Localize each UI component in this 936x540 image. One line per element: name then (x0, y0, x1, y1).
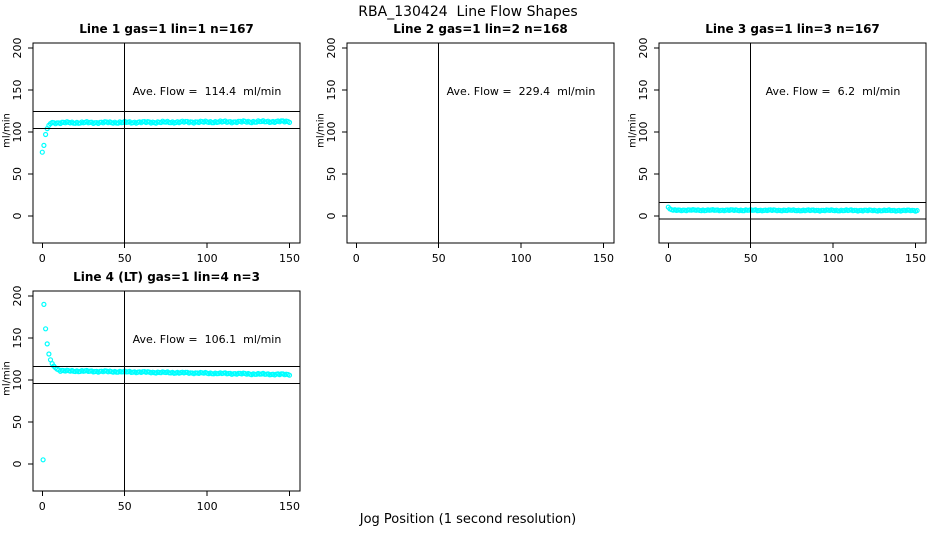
data-point (835, 208, 841, 214)
data-point (42, 131, 49, 138)
y-tick-label: 200 (637, 38, 650, 59)
plot-box (32, 42, 301, 244)
x-tick-label: 0 (353, 252, 360, 265)
data-point (46, 351, 52, 357)
figure-title: RBA_130424 Line Flow Shapes (358, 4, 578, 20)
panel4-ave-flow-text: Ave. Flow = 106.1 ml/min (132, 333, 282, 346)
x-tick-label: 150 (905, 252, 926, 265)
data-point (44, 341, 50, 347)
x-tick-label: 150 (279, 252, 300, 265)
data-point (286, 372, 293, 378)
plot-box (658, 42, 927, 244)
data-point (39, 149, 45, 155)
y-tick-label: 100 (325, 122, 338, 143)
data-point (42, 326, 49, 332)
x-tick-label: 50 (744, 252, 758, 265)
panel3-title: Line 3 gas=1 lin=3 n=167 (705, 22, 880, 36)
y-tick-label: 200 (11, 38, 24, 59)
x-tick-label: 100 (197, 500, 218, 513)
y-tick-label: 150 (11, 328, 24, 349)
panel1-title: Line 1 gas=1 lin=1 n=167 (79, 22, 254, 36)
y-tick-label: 0 (11, 213, 24, 220)
y-tick-label: 100 (637, 122, 650, 143)
data-point (41, 142, 47, 149)
panel-line4-plot: 0 50 100 150 0 50 100 150 200 (11, 286, 301, 513)
y-tick-label: 0 (637, 213, 650, 220)
y-tick-label: 50 (325, 167, 338, 181)
plot-box (32, 290, 301, 492)
x-tick-label: 0 (39, 500, 46, 513)
panel-line2-plot: 0 50 100 150 0 50 100 150 200 (325, 38, 615, 265)
y-tick-label: 150 (325, 80, 338, 101)
plot-box (346, 42, 615, 244)
y-tick-label: 50 (11, 167, 24, 181)
data-point (914, 207, 920, 214)
panel-line3-plot: 0 50 100 150 0 50 100 150 200 (637, 38, 927, 265)
data-point (235, 370, 241, 377)
y-tick-label: 150 (637, 80, 650, 101)
data-point (41, 301, 47, 308)
data-point (286, 119, 293, 126)
panel3-ave-flow-text: Ave. Flow = 6.2 ml/min (765, 85, 901, 98)
y-tick-label: 0 (325, 213, 338, 220)
y-tick-label: 200 (11, 286, 24, 307)
y-tick-label: 50 (11, 415, 24, 429)
y-tick-label: 100 (11, 122, 24, 143)
panel2-ave-flow-text: Ave. Flow = 229.4 ml/min (446, 85, 596, 98)
panel2-title: Line 2 gas=1 lin=2 n=168 (393, 22, 568, 36)
x-tick-label: 100 (197, 252, 218, 265)
x-tick-label: 150 (279, 500, 300, 513)
data-point (861, 207, 867, 213)
y-tick-label: 50 (637, 167, 650, 181)
y-tick-label: 100 (11, 370, 24, 391)
panel-line1-plot: 0 50 100 150 0 50 100 150 200 (11, 38, 301, 265)
panel4-title: Line 4 (LT) gas=1 lin=4 n=3 (73, 270, 260, 284)
x-tick-label: 0 (39, 252, 46, 265)
x-tick-label: 150 (593, 252, 614, 265)
panel1-ave-flow-text: Ave. Flow = 114.4 ml/min (132, 85, 282, 98)
data-point (40, 457, 46, 463)
x-tick-label: 0 (665, 252, 672, 265)
y-tick-label: 200 (325, 38, 338, 59)
x-tick-label: 50 (432, 252, 446, 265)
x-tick-label: 100 (823, 252, 844, 265)
y-tick-label: 0 (11, 461, 24, 468)
x-tick-label: 50 (118, 500, 132, 513)
x-tick-label: 50 (118, 252, 132, 265)
y-tick-label: 150 (11, 80, 24, 101)
x-tick-label: 100 (511, 252, 532, 265)
figure-xlabel: Jog Position (1 second resolution) (359, 512, 577, 527)
